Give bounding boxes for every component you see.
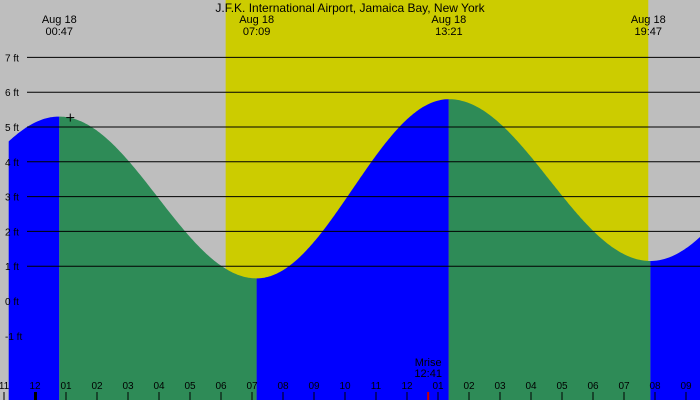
time-label-date: Aug 18 bbox=[631, 14, 666, 26]
time-label-time: 07:09 bbox=[243, 26, 271, 38]
falling-tide-area bbox=[59, 116, 257, 400]
moonrise-time: 12:41 bbox=[414, 368, 442, 380]
x-tick-label: 09 bbox=[308, 381, 320, 392]
x-tick-label: 03 bbox=[122, 381, 134, 392]
x-tick-label: 02 bbox=[91, 381, 103, 392]
x-tick-label: 05 bbox=[556, 381, 568, 392]
y-tick-label: 2 ft bbox=[5, 227, 19, 238]
x-tick-label: 11 bbox=[371, 381, 382, 392]
midnight-marker bbox=[34, 392, 37, 400]
x-tick-label: 06 bbox=[215, 381, 227, 392]
x-tick-label: 08 bbox=[649, 381, 661, 392]
time-label-time: 13:21 bbox=[435, 26, 463, 38]
x-tick-label: 07 bbox=[246, 381, 258, 392]
y-tick-label: -1 ft bbox=[5, 332, 22, 343]
x-tick-label: 04 bbox=[525, 381, 537, 392]
x-tick-label: 09 bbox=[680, 381, 692, 392]
y-tick-label: 7 ft bbox=[5, 53, 19, 64]
y-tick-label: 3 ft bbox=[5, 193, 19, 204]
x-tick-label: 06 bbox=[587, 381, 599, 392]
time-label-time: 00:47 bbox=[46, 26, 74, 38]
x-tick-label: 02 bbox=[463, 381, 475, 392]
y-tick-label: 4 ft bbox=[5, 158, 19, 169]
x-tick-label: 12 bbox=[401, 381, 413, 392]
time-label-date: Aug 18 bbox=[42, 14, 77, 26]
rising-tide-area bbox=[8, 116, 60, 400]
x-tick-label: 04 bbox=[153, 381, 165, 392]
y-tick-label: 0 ft bbox=[5, 297, 19, 308]
x-tick-label: 10 bbox=[339, 381, 351, 392]
y-tick-label: 6 ft bbox=[5, 88, 19, 99]
rising-tide-area bbox=[256, 99, 449, 400]
gridlines-layer bbox=[27, 56, 700, 267]
x-tick-label: 03 bbox=[494, 381, 506, 392]
tide-area-layer bbox=[8, 99, 700, 400]
falling-tide-area bbox=[448, 99, 651, 400]
x-tick-label: 05 bbox=[184, 381, 196, 392]
y-axis-labels: -1 ft 0 ft 1 ft 2 ft 3 ft 4 ft 5 ft 6 ft 7 ft bbox=[5, 53, 22, 342]
time-label-date: Aug 18 bbox=[239, 14, 274, 26]
time-label-time: 19:47 bbox=[635, 26, 663, 38]
x-tick-label: 12 bbox=[29, 381, 41, 392]
x-tick-label: 07 bbox=[618, 381, 630, 392]
x-tick-label: 01 bbox=[432, 381, 444, 392]
y-tick-label: 5 ft bbox=[5, 123, 19, 134]
time-label-date: Aug 18 bbox=[431, 14, 466, 26]
moonrise-label: Mrise bbox=[415, 357, 442, 369]
rising-tide-area bbox=[650, 237, 700, 400]
chart-title: J.F.K. International Airport, Jamaica Ba… bbox=[215, 1, 485, 15]
x-tick-label: 01 bbox=[60, 381, 72, 392]
x-axis-ticks: 11 12 01 02 03 04 05 06 07 08 09 10 11 12 01 02 03 04 05 06… bbox=[0, 381, 692, 400]
x-tick-label: 11 bbox=[0, 381, 10, 392]
x-tick-label: 08 bbox=[277, 381, 289, 392]
y-tick-label: 1 ft bbox=[5, 262, 19, 273]
